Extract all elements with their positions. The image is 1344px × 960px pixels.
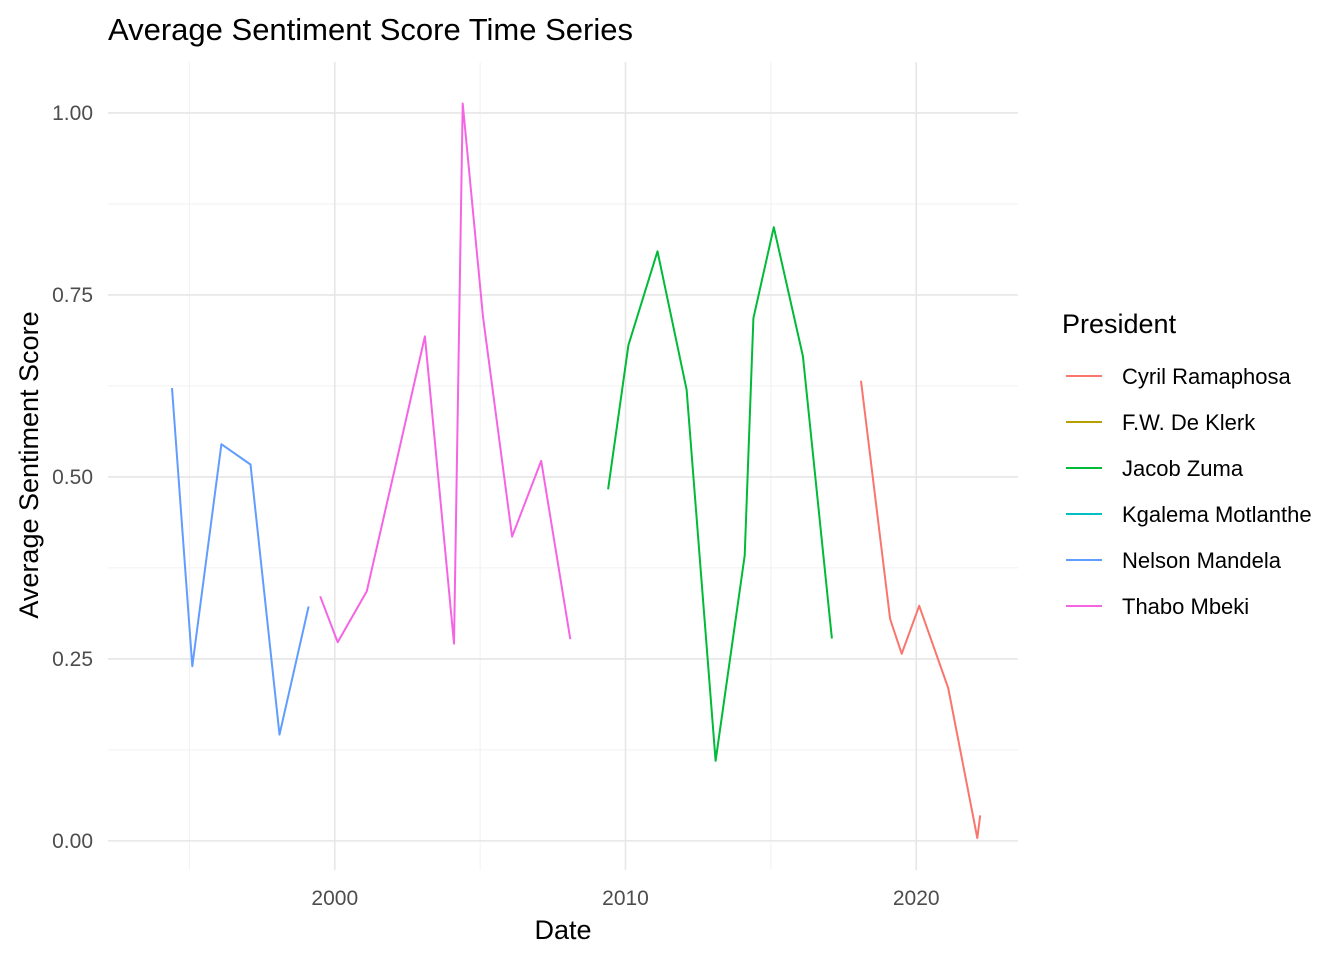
legend-label-cyril-ramaphosa: Cyril Ramaphosa <box>1122 364 1291 389</box>
series-line-jacob-zuma <box>607 226 833 762</box>
y-axis-title: Average Sentiment Score <box>14 311 44 618</box>
legend-label-jacob-zuma: Jacob Zuma <box>1122 456 1244 481</box>
legend-title: President <box>1062 309 1177 339</box>
y-tick-label-4: 1.00 <box>52 102 93 125</box>
x-tick-label-1: 2010 <box>602 887 649 910</box>
legend-label-kgalema-motlanthe: Kgalema Motlanthe <box>1122 502 1312 527</box>
major-grid <box>108 62 1018 870</box>
series-line-nelson-mandela <box>171 388 310 736</box>
x-tick-label-2: 2020 <box>893 887 940 910</box>
chart-title: Average Sentiment Score Time Series <box>108 12 633 47</box>
series-lines <box>171 102 982 839</box>
minor-grid <box>108 62 1018 870</box>
y-axis-tick-labels: 0.00 0.25 0.50 0.75 1.00 <box>52 102 93 853</box>
y-tick-label-2: 0.50 <box>52 466 93 489</box>
y-tick-label-1: 0.25 <box>52 648 93 671</box>
y-tick-label-0: 0.00 <box>52 830 93 853</box>
legend-label-thabo-mbeki: Thabo Mbeki <box>1122 594 1249 619</box>
x-axis-title: Date <box>534 915 591 945</box>
x-tick-label-0: 2000 <box>311 887 358 910</box>
series-line-thabo-mbeki <box>319 102 572 645</box>
legend-label-f-w-de-klerk: F.W. De Klerk <box>1122 410 1256 435</box>
series-line-cyril-ramaphosa <box>860 380 982 839</box>
legend-label-nelson-mandela: Nelson Mandela <box>1122 548 1282 573</box>
x-axis-tick-labels: 2000 2010 2020 <box>311 887 939 910</box>
legend: President Cyril Ramaphosa F.W. De Klerk Ja… <box>1062 309 1312 619</box>
legend-items: Cyril Ramaphosa F.W. De Klerk Jacob Zuma Kg… <box>1066 364 1312 619</box>
y-tick-label-3: 0.75 <box>52 284 93 307</box>
